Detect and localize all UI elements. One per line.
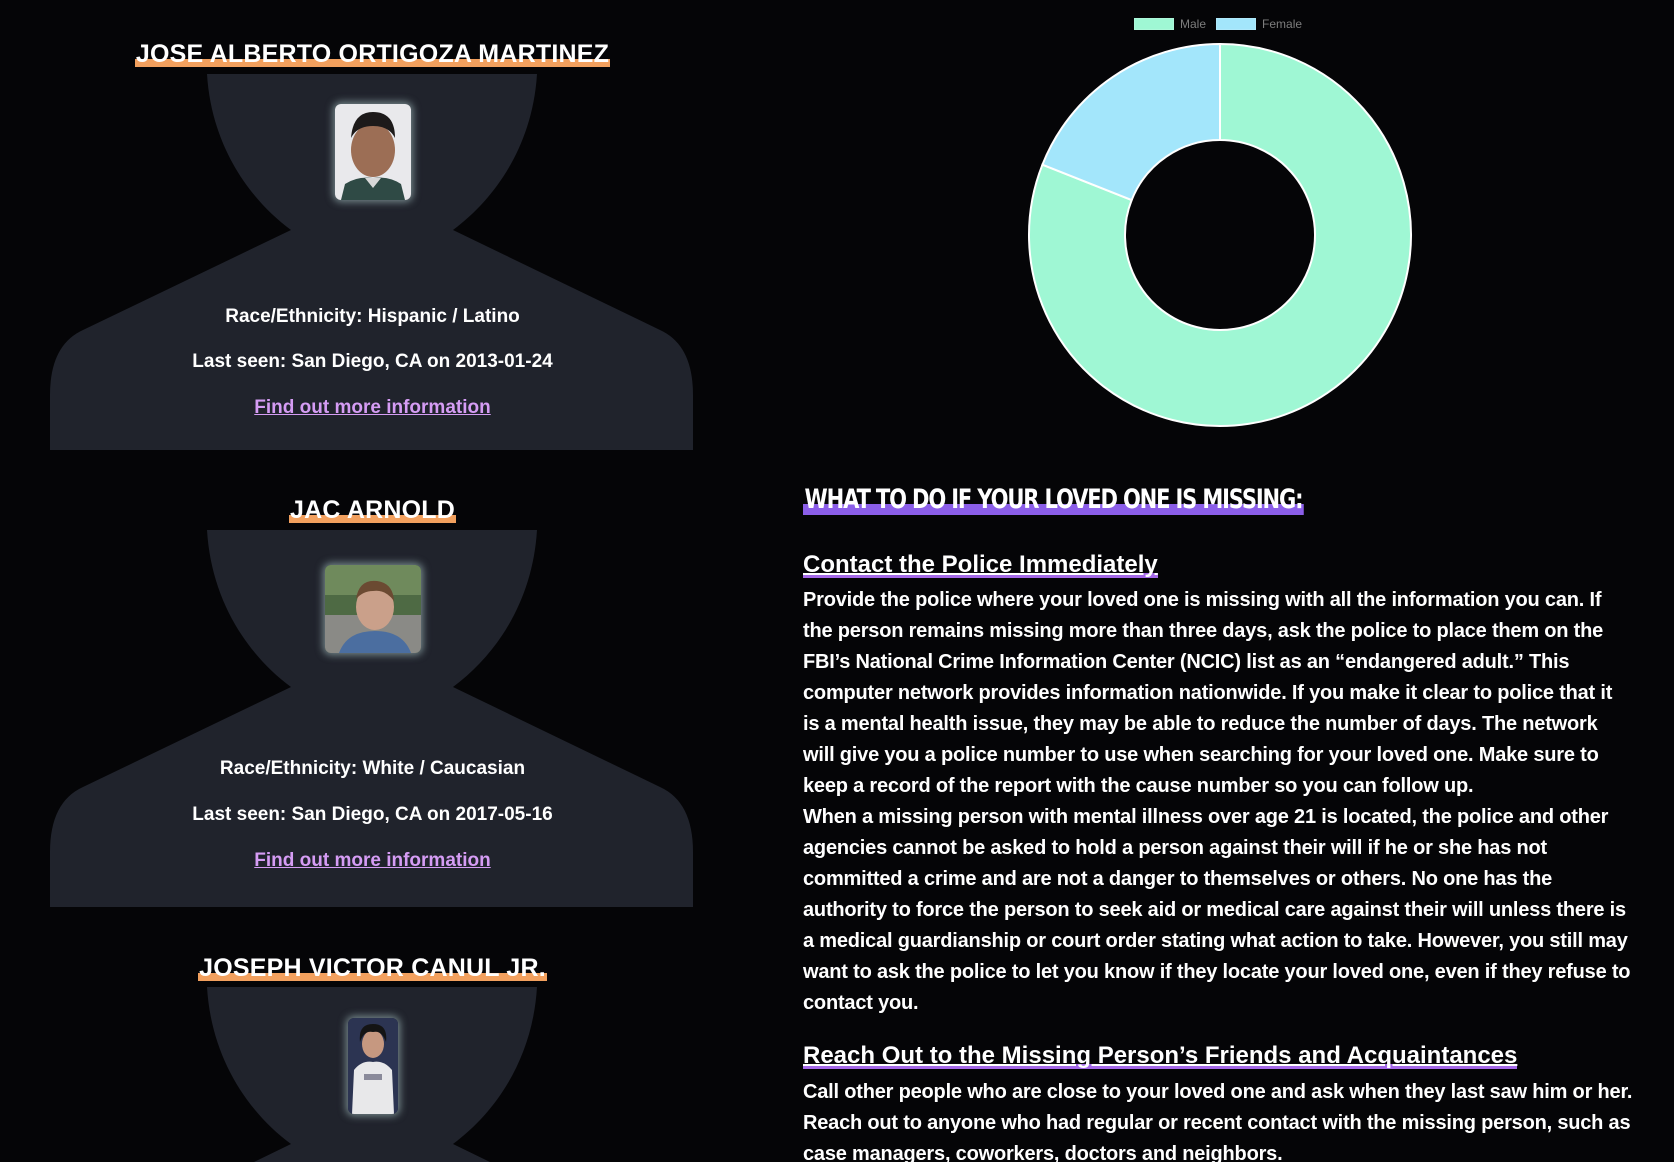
more-info-link[interactable]: Find out more information (254, 850, 491, 871)
legend-item-male[interactable]: Male (1134, 17, 1206, 31)
person-card: JOSE ALBERTO ORTIGOZA MARTINEZ Race/Ethn… (0, 0, 745, 450)
legend-label-male: Male (1180, 17, 1207, 31)
person-photo (335, 104, 411, 200)
guide-title: WHAT TO DO IF YOUR LOVED ONE IS MISSING: (803, 484, 1304, 515)
last-seen: Last seen: San Diego, CA on 2017-05-16 (192, 804, 553, 825)
last-seen: Last seen: San Diego, CA on 2013-01-24 (192, 351, 553, 372)
person-name: JAC ARNOLD (289, 496, 456, 524)
legend-swatch-female (1216, 18, 1257, 30)
person-photo (325, 565, 421, 653)
chart-legend: Male Female (1134, 17, 1312, 31)
person-photo (348, 1018, 398, 1114)
police-paragraph-1: Provide the police where your loved one … (803, 589, 1613, 797)
friends-paragraph-1: Call other people who are close to your … (803, 1081, 1633, 1162)
donut-slice-female[interactable] (1041, 42, 1221, 202)
race-ethnicity: Race/Ethnicity: Hispanic / Latino (225, 306, 520, 327)
more-info-link-wrapper: Find out more information (0, 397, 745, 419)
police-paragraph-2: When a missing person with mental illnes… (803, 806, 1631, 1014)
legend-item-female[interactable]: Female (1216, 17, 1302, 31)
silhouette-background (50, 74, 693, 450)
section-heading-police: Contact the Police Immediately (803, 551, 1158, 578)
silhouette-background (50, 530, 693, 907)
person-card: JOSEPH VICTOR CANUL JR. (0, 912, 745, 1162)
legend-swatch-male (1134, 18, 1174, 30)
more-info-link-wrapper: Find out more information (0, 850, 745, 872)
donut-slice-male[interactable] (1028, 42, 1412, 427)
race-ethnicity: Race/Ethnicity: White / Caucasian (219, 758, 526, 779)
person-name: JOSE ALBERTO ORTIGOZA MARTINEZ (134, 40, 611, 68)
person-card: JAC ARNOLD Race/Ethnicity: White / Cauca… (0, 455, 745, 907)
more-info-link[interactable]: Find out more information (254, 397, 491, 418)
legend-label-female: Female (1262, 17, 1303, 31)
gender-donut-chart (1028, 42, 1412, 427)
section-heading-friends: Reach Out to the Missing Person’s Friend… (803, 1042, 1518, 1069)
person-name: JOSEPH VICTOR CANUL JR. (198, 954, 547, 982)
